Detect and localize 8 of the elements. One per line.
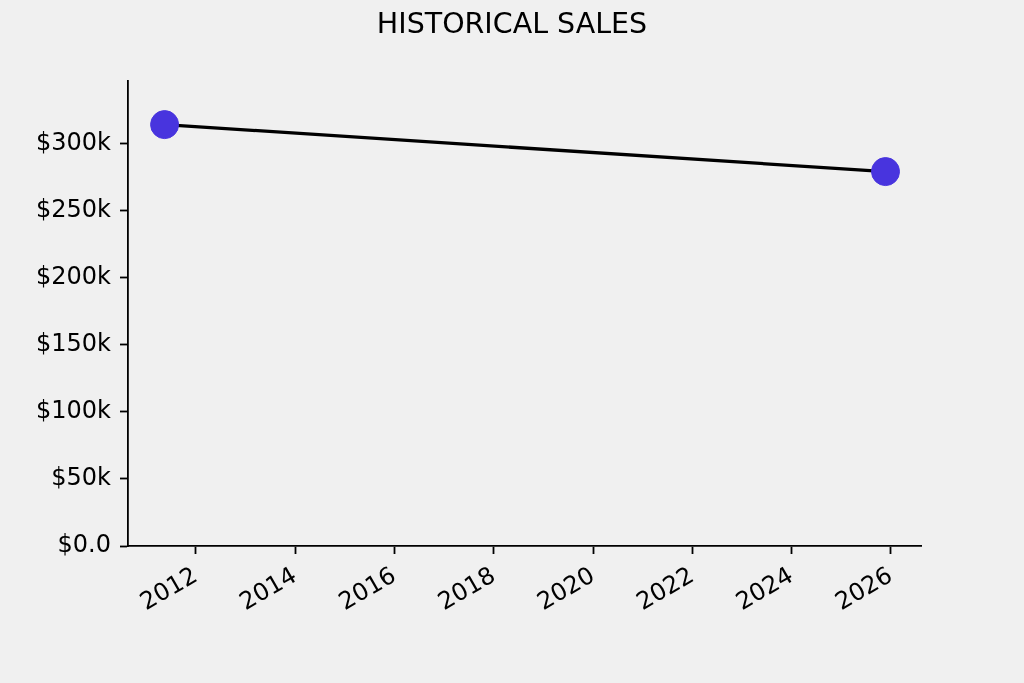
y-tick-label: $100k: [36, 396, 112, 425]
y-tick-label: $150k: [36, 328, 112, 357]
y-tick-label: $200k: [36, 261, 112, 290]
y-tick-label: $0.0: [57, 530, 111, 559]
y-tick-label: $50k: [51, 463, 112, 492]
chart-title: HISTORICAL SALES: [376, 7, 648, 41]
y-tick-label: $300k: [36, 127, 112, 156]
y-tick-label: $250k: [36, 194, 112, 223]
